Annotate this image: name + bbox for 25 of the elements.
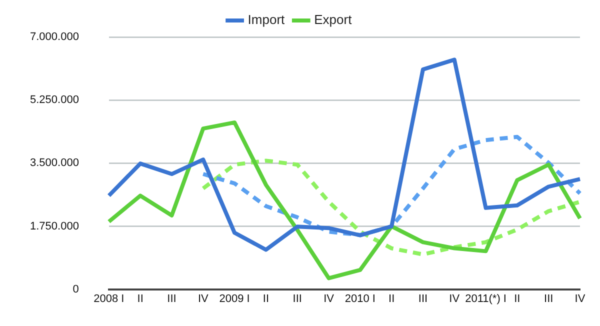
x-tick-label: IV — [574, 293, 586, 306]
x-tick-label: 2011(*) I — [465, 293, 506, 306]
y-tick-label: 1.750.000 — [30, 220, 79, 232]
legend-label: Export — [314, 12, 352, 28]
x-tick-label: II — [388, 293, 395, 306]
x-tick-label: III — [418, 293, 428, 306]
line-series — [201, 158, 582, 256]
y-tick-label: 7.000.000 — [30, 31, 79, 44]
x-tick-label: II — [137, 293, 144, 306]
y-tick-label: 3.500.000 — [30, 157, 79, 170]
x-tick-label: 2008 I — [94, 293, 124, 306]
x-tick-label: III — [292, 293, 302, 306]
line-series — [201, 134, 582, 237]
x-tick-label: IV — [449, 293, 460, 306]
y-tick-label: 0 — [72, 283, 79, 296]
x-tick-label: III — [167, 293, 176, 306]
x-tick-label: II — [514, 293, 520, 306]
x-tick-label: 2009 I — [219, 293, 250, 306]
x-tick-label: III — [544, 293, 554, 306]
y-tick-label: 5.250.000 — [30, 94, 79, 106]
x-tick-label: IV — [198, 293, 209, 306]
legend-label: Import — [248, 12, 286, 28]
x-tick-label: 2010 I — [344, 293, 376, 306]
x-tick-label: IV — [324, 293, 335, 306]
x-tick-label: II — [262, 293, 270, 306]
